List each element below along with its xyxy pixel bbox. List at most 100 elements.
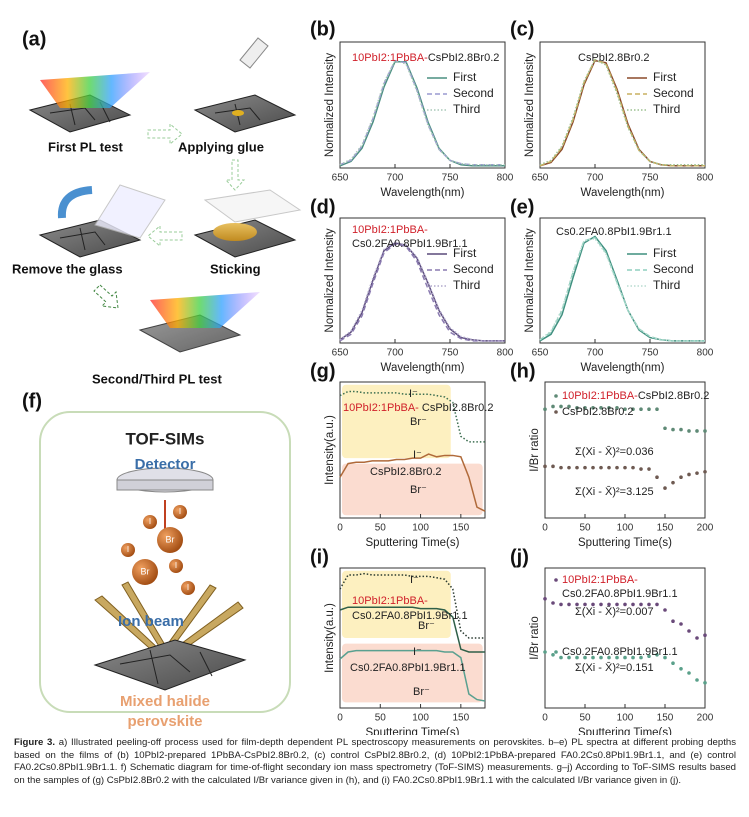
frame <box>39 411 291 713</box>
ions: I I Br I Br I I <box>121 505 195 595</box>
plot-frame <box>539 217 706 344</box>
annotation: Cs0.2FA0.8PbI1.9Br1.1 <box>556 226 672 238</box>
label: perovskite <box>127 713 202 730</box>
annotation-part: CsPbI2.8Br0.2 <box>419 402 494 414</box>
x-tick-label: 200 <box>697 523 714 534</box>
ion-label: I <box>127 545 129 554</box>
glass <box>94 184 166 239</box>
legend-label: First <box>653 246 677 260</box>
x-tick-label: 100 <box>412 523 429 534</box>
highlight <box>342 570 451 638</box>
x-axis-label: Wavelength(nm) <box>381 187 465 199</box>
point <box>591 406 595 410</box>
legend-label: First <box>653 70 677 84</box>
annotation-part: 10PbI2:1PbBA- <box>562 574 638 586</box>
arrow <box>147 224 183 248</box>
legend-marker <box>554 410 558 414</box>
point <box>559 655 563 660</box>
x-tick-label: 50 <box>375 713 387 724</box>
y-axis-label: Normalized Intensity <box>524 228 536 332</box>
point <box>687 629 691 633</box>
point <box>543 597 547 601</box>
point <box>543 464 547 469</box>
point <box>607 465 611 470</box>
plot-frame <box>339 567 486 709</box>
point <box>567 602 571 607</box>
x-tick-label: 650 <box>332 173 349 184</box>
annotation: CsPbI2.8Br0.2 <box>562 406 634 418</box>
point <box>695 471 699 475</box>
annotation: I⁻ <box>413 449 422 461</box>
x-tick-label: 50 <box>579 713 591 724</box>
point <box>655 407 659 412</box>
x-tick-label: 750 <box>442 348 459 359</box>
annotation: 10PbI2:1PbBA-CsPbI2.8Br0.2 <box>562 390 709 402</box>
point <box>679 667 683 671</box>
point <box>639 655 643 660</box>
panel-label: (c) <box>510 18 534 40</box>
annotation: Σ(Xi - X̄)²=0.036 <box>575 445 654 458</box>
highlight <box>342 384 451 459</box>
line-series <box>539 59 705 167</box>
x-tick-label: 800 <box>497 173 514 184</box>
ion-label: Br <box>141 566 150 576</box>
annotation-part: Σ(Xi - X̄)²=0.036 <box>575 445 654 458</box>
line-series <box>339 243 505 342</box>
arrow <box>224 159 246 191</box>
point <box>615 406 619 410</box>
line-series <box>339 572 485 639</box>
annotation: I⁻ <box>409 388 418 400</box>
x-axis-label: Sputtering Time(s) <box>578 537 672 549</box>
line-series <box>339 649 486 702</box>
point <box>575 602 579 607</box>
point <box>703 681 707 685</box>
panel-label: (a) <box>22 28 46 50</box>
annotation: I⁻ <box>410 574 419 586</box>
point <box>591 465 595 470</box>
panel-label: (d) <box>310 196 336 218</box>
annotation-part: Br⁻ <box>418 620 435 632</box>
legend-marker <box>554 394 558 398</box>
x-tick-label: 100 <box>412 713 429 724</box>
annotation: CsPbI2.8Br0.2 <box>370 466 442 478</box>
caption: Figure 3. a) Illustrated peeling-off pro… <box>14 737 736 787</box>
point <box>543 407 547 412</box>
annotation: Σ(Xi - X̄)²=3.125 <box>575 485 654 498</box>
label: Detector <box>135 456 196 473</box>
step-label: Sticking <box>210 261 261 276</box>
y-axis-label: Normalized Intensity <box>524 53 536 157</box>
point <box>695 636 699 640</box>
point <box>687 671 691 675</box>
peel-arrow <box>57 186 93 219</box>
point <box>583 655 587 660</box>
x-axis-label: Wavelength(nm) <box>581 362 665 374</box>
glue <box>213 223 257 241</box>
light-beam <box>40 72 150 108</box>
point <box>551 601 555 605</box>
point <box>615 465 619 470</box>
annotation: Σ(Xi - X̄)²=0.151 <box>575 661 654 674</box>
legend-label: Third <box>653 278 680 292</box>
y-axis-label: I/Br ratio <box>529 428 541 471</box>
ion-label: I <box>179 507 181 516</box>
legend-label: First <box>453 70 477 84</box>
annotation: I⁻ <box>413 646 422 658</box>
point <box>631 655 635 660</box>
point <box>575 465 579 470</box>
point <box>551 464 555 469</box>
step-label: Second/Third PL test <box>92 371 222 386</box>
point <box>583 602 587 607</box>
x-tick-label: 650 <box>532 173 549 184</box>
x-tick-label: 800 <box>697 173 714 184</box>
annotation: CsPbI2.8Br0.2 <box>578 52 650 64</box>
annotation-part: I⁻ <box>409 388 418 400</box>
legend-label: First <box>453 246 477 260</box>
annotation-part: 10PbI2:1PbBA- <box>352 224 428 236</box>
point <box>583 406 587 410</box>
point <box>655 653 659 657</box>
legend-marker <box>554 578 558 582</box>
panel-label: (g) <box>310 360 336 382</box>
ion-label: I <box>175 561 177 570</box>
annotation: Σ(Xi - X̄)²=0.007 <box>575 605 654 618</box>
